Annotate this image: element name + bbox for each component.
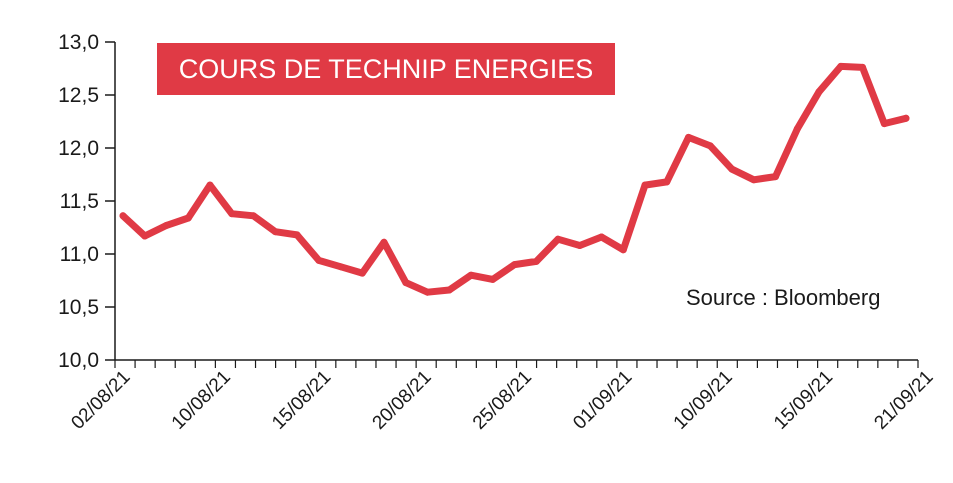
data-point	[706, 142, 714, 150]
data-point	[184, 214, 192, 222]
data-point	[228, 210, 236, 218]
x-tick-label: 20/08/21	[369, 367, 436, 434]
y-axis: 10,0 10,5 11,0 11,5 12,0 12,5 13,0	[58, 31, 116, 372]
data-point	[119, 212, 127, 220]
data-point	[141, 232, 149, 240]
data-point	[511, 261, 518, 269]
chart-title: COURS DE TECHNIP ENERGIES	[157, 43, 615, 95]
y-tick-label: 11,5	[60, 190, 99, 213]
data-point	[315, 256, 323, 264]
data-point	[772, 173, 779, 181]
data-point	[750, 176, 758, 184]
x-tick-label: 25/08/21	[469, 367, 536, 434]
data-point	[902, 114, 910, 122]
data-point	[402, 279, 410, 287]
data-point	[554, 235, 562, 243]
y-tick-label: 12,0	[58, 137, 99, 160]
y-tick-label: 12,5	[58, 84, 99, 107]
x-tick-label: 15/09/21	[770, 367, 837, 434]
x-tick-label: 01/09/21	[569, 367, 636, 434]
data-point	[598, 233, 605, 241]
data-point	[619, 246, 627, 254]
data-point	[337, 263, 344, 271]
y-tick-label: 10,0	[58, 349, 99, 372]
data-point	[445, 286, 453, 294]
x-tick-label: 15/08/21	[268, 367, 335, 434]
data-point	[663, 178, 671, 186]
x-tick-label: 02/08/21	[67, 367, 134, 434]
x-tick-label: 10/09/21	[670, 367, 737, 434]
data-point	[358, 269, 366, 277]
x-axis: 02/08/21 10/08/21 15/08/21 20/08/21 25/08/21…	[67, 359, 938, 434]
data-point	[815, 88, 823, 96]
data-point	[859, 63, 866, 71]
source-label: Source : Bloomberg	[686, 285, 881, 310]
data-point	[837, 62, 845, 70]
data-point	[163, 221, 170, 229]
data-point	[880, 120, 888, 128]
data-point	[293, 231, 301, 239]
x-tick-label: 21/09/21	[870, 367, 937, 434]
data-point	[380, 238, 388, 246]
y-tick-label: 11,0	[60, 243, 99, 266]
series-layer	[119, 62, 910, 296]
data-point	[467, 271, 475, 279]
data-point	[685, 133, 692, 141]
y-tick-label: 10,5	[58, 296, 99, 319]
data-point	[532, 257, 540, 265]
data-point	[576, 242, 584, 249]
data-point	[728, 165, 736, 173]
data-point	[424, 288, 431, 296]
data-point	[641, 181, 649, 189]
x-tick-label: 10/08/21	[168, 367, 235, 434]
data-point	[489, 275, 497, 283]
data-point	[250, 212, 257, 220]
data-point	[271, 228, 279, 236]
data-point	[793, 125, 801, 133]
series-line	[119, 62, 910, 296]
data-point	[206, 181, 214, 189]
y-tick-label: 13,0	[58, 31, 99, 54]
